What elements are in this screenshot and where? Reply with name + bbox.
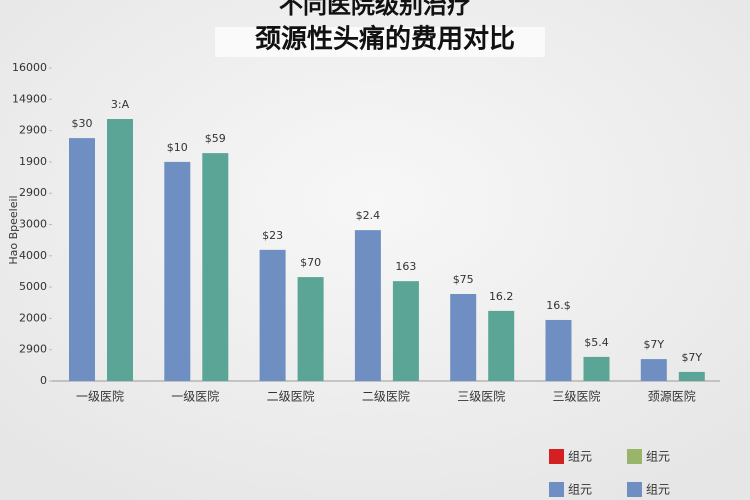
bar [678, 371, 705, 381]
x-tick-label: 一级医院 [171, 390, 219, 404]
legend-label: 组元 [568, 483, 592, 497]
value-label: $10 [167, 141, 188, 154]
y-axis-label: Hao Bpeeleil [7, 195, 20, 264]
bar [107, 119, 133, 382]
chart-subtitle: 颈源性头痛的费用对比 [255, 24, 515, 55]
legend-swatch [627, 449, 642, 464]
y-tick-label: 2900 [19, 186, 47, 199]
value-label: $70 [300, 256, 321, 269]
title-box [215, 27, 545, 57]
legend-label: 组元 [646, 483, 670, 497]
x-tick-label: 二级医院 [267, 390, 315, 404]
x-tick-label: 三级医院 [457, 390, 505, 404]
legend-label: 组元 [646, 450, 670, 464]
value-label: $23 [262, 229, 283, 242]
x-tick-label: 一级医院 [76, 390, 124, 404]
y-tick-label: 3000 [19, 218, 47, 231]
bar [392, 281, 419, 381]
legend-swatch [549, 449, 564, 464]
y-tick-label: 2900 [19, 343, 47, 356]
y-tick-label: 4000 [19, 249, 47, 262]
bar [202, 153, 229, 381]
y-tick-label: 2900 [19, 124, 47, 137]
y-tick-label: 14900 [12, 92, 47, 105]
bar [259, 249, 286, 381]
bar [450, 293, 477, 381]
bar [297, 277, 324, 381]
x-tick-label: 颈源医院 [648, 390, 696, 404]
y-tick-label: 1900 [19, 155, 47, 168]
y-tick-label: 5000 [19, 280, 47, 293]
value-label: 16.2 [489, 290, 514, 303]
x-tick-label: 二级医院 [362, 390, 410, 404]
y-tick-label: 2000 [19, 311, 47, 324]
bar [164, 161, 191, 381]
value-label: $30 [72, 117, 93, 130]
value-label: $75 [453, 273, 474, 286]
bar [354, 230, 381, 381]
value-label: 163 [395, 260, 416, 273]
bar [583, 356, 610, 381]
y-tick-label: 16000 [12, 61, 47, 74]
bar [488, 310, 515, 381]
legend-label: 组元 [568, 450, 592, 464]
value-label: $7Y [681, 351, 702, 364]
x-tick-label: 三级医院 [552, 390, 600, 404]
y-tick-label: 0 [40, 374, 47, 387]
value-label: $7Y [643, 338, 664, 351]
legend-swatch [627, 482, 642, 497]
value-label: 16.$ [546, 299, 571, 312]
bar [69, 138, 95, 381]
value-label: $2.4 [356, 209, 381, 222]
bar [545, 319, 572, 381]
bar [640, 359, 667, 381]
value-label: 3:A [111, 98, 130, 111]
value-label: $5.4 [584, 336, 609, 349]
chart-title: 不同医院级别治疗 [279, 0, 471, 19]
value-label: $59 [205, 132, 226, 145]
legend-swatch [549, 482, 564, 497]
